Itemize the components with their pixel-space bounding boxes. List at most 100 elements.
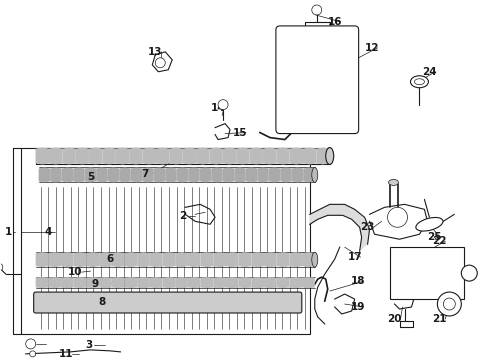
Polygon shape	[239, 277, 251, 288]
Polygon shape	[239, 252, 251, 267]
Polygon shape	[163, 252, 175, 267]
Polygon shape	[277, 252, 290, 267]
Polygon shape	[290, 148, 303, 165]
Polygon shape	[213, 277, 226, 288]
Circle shape	[0, 263, 3, 271]
Polygon shape	[61, 252, 74, 267]
Polygon shape	[62, 167, 73, 183]
Polygon shape	[226, 252, 239, 267]
Polygon shape	[49, 277, 61, 288]
Polygon shape	[150, 252, 163, 267]
Circle shape	[461, 265, 477, 281]
Polygon shape	[112, 277, 124, 288]
Text: 24: 24	[422, 67, 437, 77]
Polygon shape	[62, 148, 76, 165]
Polygon shape	[246, 167, 257, 183]
Polygon shape	[163, 277, 175, 288]
Polygon shape	[86, 277, 99, 288]
Text: 17: 17	[347, 252, 362, 262]
Circle shape	[218, 100, 228, 110]
Ellipse shape	[411, 76, 428, 88]
Polygon shape	[188, 277, 200, 288]
Polygon shape	[116, 148, 129, 165]
Polygon shape	[129, 148, 143, 165]
Polygon shape	[76, 148, 89, 165]
Polygon shape	[36, 277, 49, 288]
Polygon shape	[73, 167, 85, 183]
Polygon shape	[102, 148, 116, 165]
Text: 2: 2	[179, 211, 187, 221]
Text: 6: 6	[107, 254, 114, 264]
Polygon shape	[74, 252, 86, 267]
Polygon shape	[150, 277, 163, 288]
Text: 4: 4	[45, 227, 52, 237]
Polygon shape	[154, 167, 165, 183]
Polygon shape	[211, 167, 223, 183]
Circle shape	[388, 207, 408, 227]
Circle shape	[25, 339, 36, 349]
Polygon shape	[50, 167, 62, 183]
Circle shape	[438, 292, 461, 316]
Polygon shape	[131, 167, 142, 183]
Polygon shape	[264, 277, 277, 288]
Polygon shape	[188, 167, 200, 183]
FancyBboxPatch shape	[276, 26, 359, 134]
Ellipse shape	[415, 79, 424, 85]
Polygon shape	[112, 252, 124, 267]
Polygon shape	[177, 167, 188, 183]
Polygon shape	[85, 167, 96, 183]
Text: 7: 7	[142, 170, 149, 179]
Polygon shape	[317, 148, 330, 165]
Ellipse shape	[312, 252, 318, 267]
Text: 11: 11	[58, 349, 73, 359]
Polygon shape	[223, 167, 234, 183]
Polygon shape	[124, 252, 137, 267]
Polygon shape	[170, 148, 183, 165]
Polygon shape	[183, 148, 196, 165]
Polygon shape	[276, 148, 290, 165]
Ellipse shape	[312, 167, 318, 183]
Text: 20: 20	[387, 314, 402, 324]
Polygon shape	[142, 167, 154, 183]
Polygon shape	[303, 167, 315, 183]
Polygon shape	[302, 252, 315, 267]
Polygon shape	[156, 148, 170, 165]
Polygon shape	[119, 167, 131, 183]
Polygon shape	[86, 252, 99, 267]
Polygon shape	[61, 277, 74, 288]
Polygon shape	[223, 148, 236, 165]
Circle shape	[443, 298, 455, 310]
Bar	[21, 148, 310, 334]
Polygon shape	[290, 277, 302, 288]
Polygon shape	[175, 277, 188, 288]
Polygon shape	[36, 148, 49, 165]
Text: 5: 5	[87, 172, 94, 183]
Text: 10: 10	[68, 267, 83, 277]
Polygon shape	[175, 252, 188, 267]
Text: 8: 8	[99, 297, 106, 307]
Text: 18: 18	[350, 276, 365, 286]
Polygon shape	[89, 148, 102, 165]
Polygon shape	[264, 252, 277, 267]
Polygon shape	[249, 148, 263, 165]
Text: 3: 3	[85, 340, 92, 350]
Text: 1: 1	[5, 227, 12, 237]
Circle shape	[312, 5, 322, 15]
Text: 23: 23	[360, 222, 375, 232]
Text: 21: 21	[432, 314, 446, 324]
Polygon shape	[290, 252, 302, 267]
Polygon shape	[188, 252, 200, 267]
Text: 22: 22	[432, 236, 446, 246]
Ellipse shape	[389, 179, 398, 185]
Polygon shape	[143, 148, 156, 165]
Text: 19: 19	[350, 302, 365, 312]
Polygon shape	[257, 167, 269, 183]
Text: 13: 13	[148, 47, 163, 57]
Polygon shape	[124, 277, 137, 288]
Polygon shape	[200, 167, 211, 183]
Polygon shape	[96, 167, 108, 183]
Text: 15: 15	[233, 127, 247, 138]
Polygon shape	[165, 167, 177, 183]
Polygon shape	[200, 252, 213, 267]
Polygon shape	[303, 148, 317, 165]
